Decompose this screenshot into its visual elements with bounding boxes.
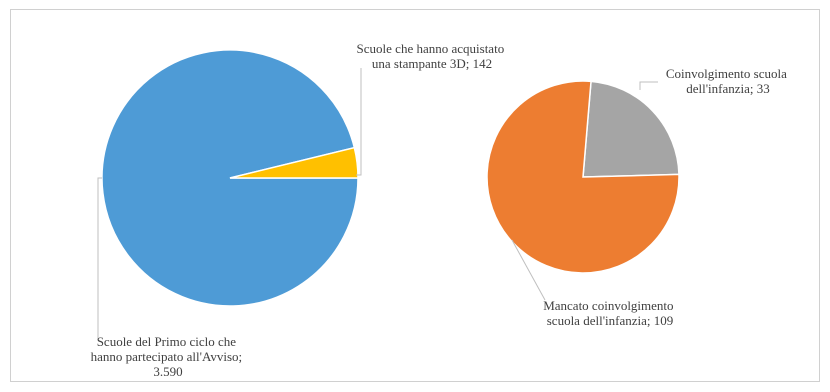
- label-coinvolgimento-line-2: dell'infanzia; 33: [686, 81, 770, 96]
- label-mancato-line-2: scuola dell'infanzia; 109: [547, 313, 674, 328]
- label-primo-ciclo-line-2: hanno partecipato all'Avviso;: [91, 349, 243, 364]
- label-mancato: Mancato coinvolgimento scuola dell'infan…: [543, 298, 677, 328]
- label-stampante-line-2: una stampante 3D; 142: [372, 56, 492, 71]
- label-primo-ciclo: Scuole del Primo ciclo che hanno parteci…: [91, 334, 246, 379]
- pie-primo-ciclo: [101, 49, 359, 307]
- leader-line-primo-ciclo: [97, 177, 102, 340]
- label-coinvolgimento: Coinvolgimento scuola dell'infanzia; 33: [666, 66, 790, 96]
- leader-line-coinvolgimento: [639, 81, 658, 90]
- slice-coinvolgimento: [582, 80, 680, 178]
- leader-lines: [97, 68, 658, 340]
- slice-stampante: [229, 146, 359, 179]
- label-primo-ciclo-line-1: Scuole del Primo ciclo che: [97, 334, 237, 349]
- label-stampante: Scuole che hanno acquistato una stampant…: [357, 41, 508, 71]
- label-stampante-line-1: Scuole che hanno acquistato: [357, 41, 505, 56]
- label-mancato-line-1: Mancato coinvolgimento: [543, 298, 673, 313]
- leader-line-stampante: [356, 68, 362, 176]
- label-coinvolgimento-line-1: Coinvolgimento scuola: [666, 66, 787, 81]
- label-primo-ciclo-line-3: 3.590: [153, 364, 182, 379]
- pie-infanzia: [486, 80, 680, 274]
- slice-labels: Scuole del Primo ciclo che hanno parteci…: [91, 41, 790, 379]
- leader-line-mancato: [511, 239, 546, 301]
